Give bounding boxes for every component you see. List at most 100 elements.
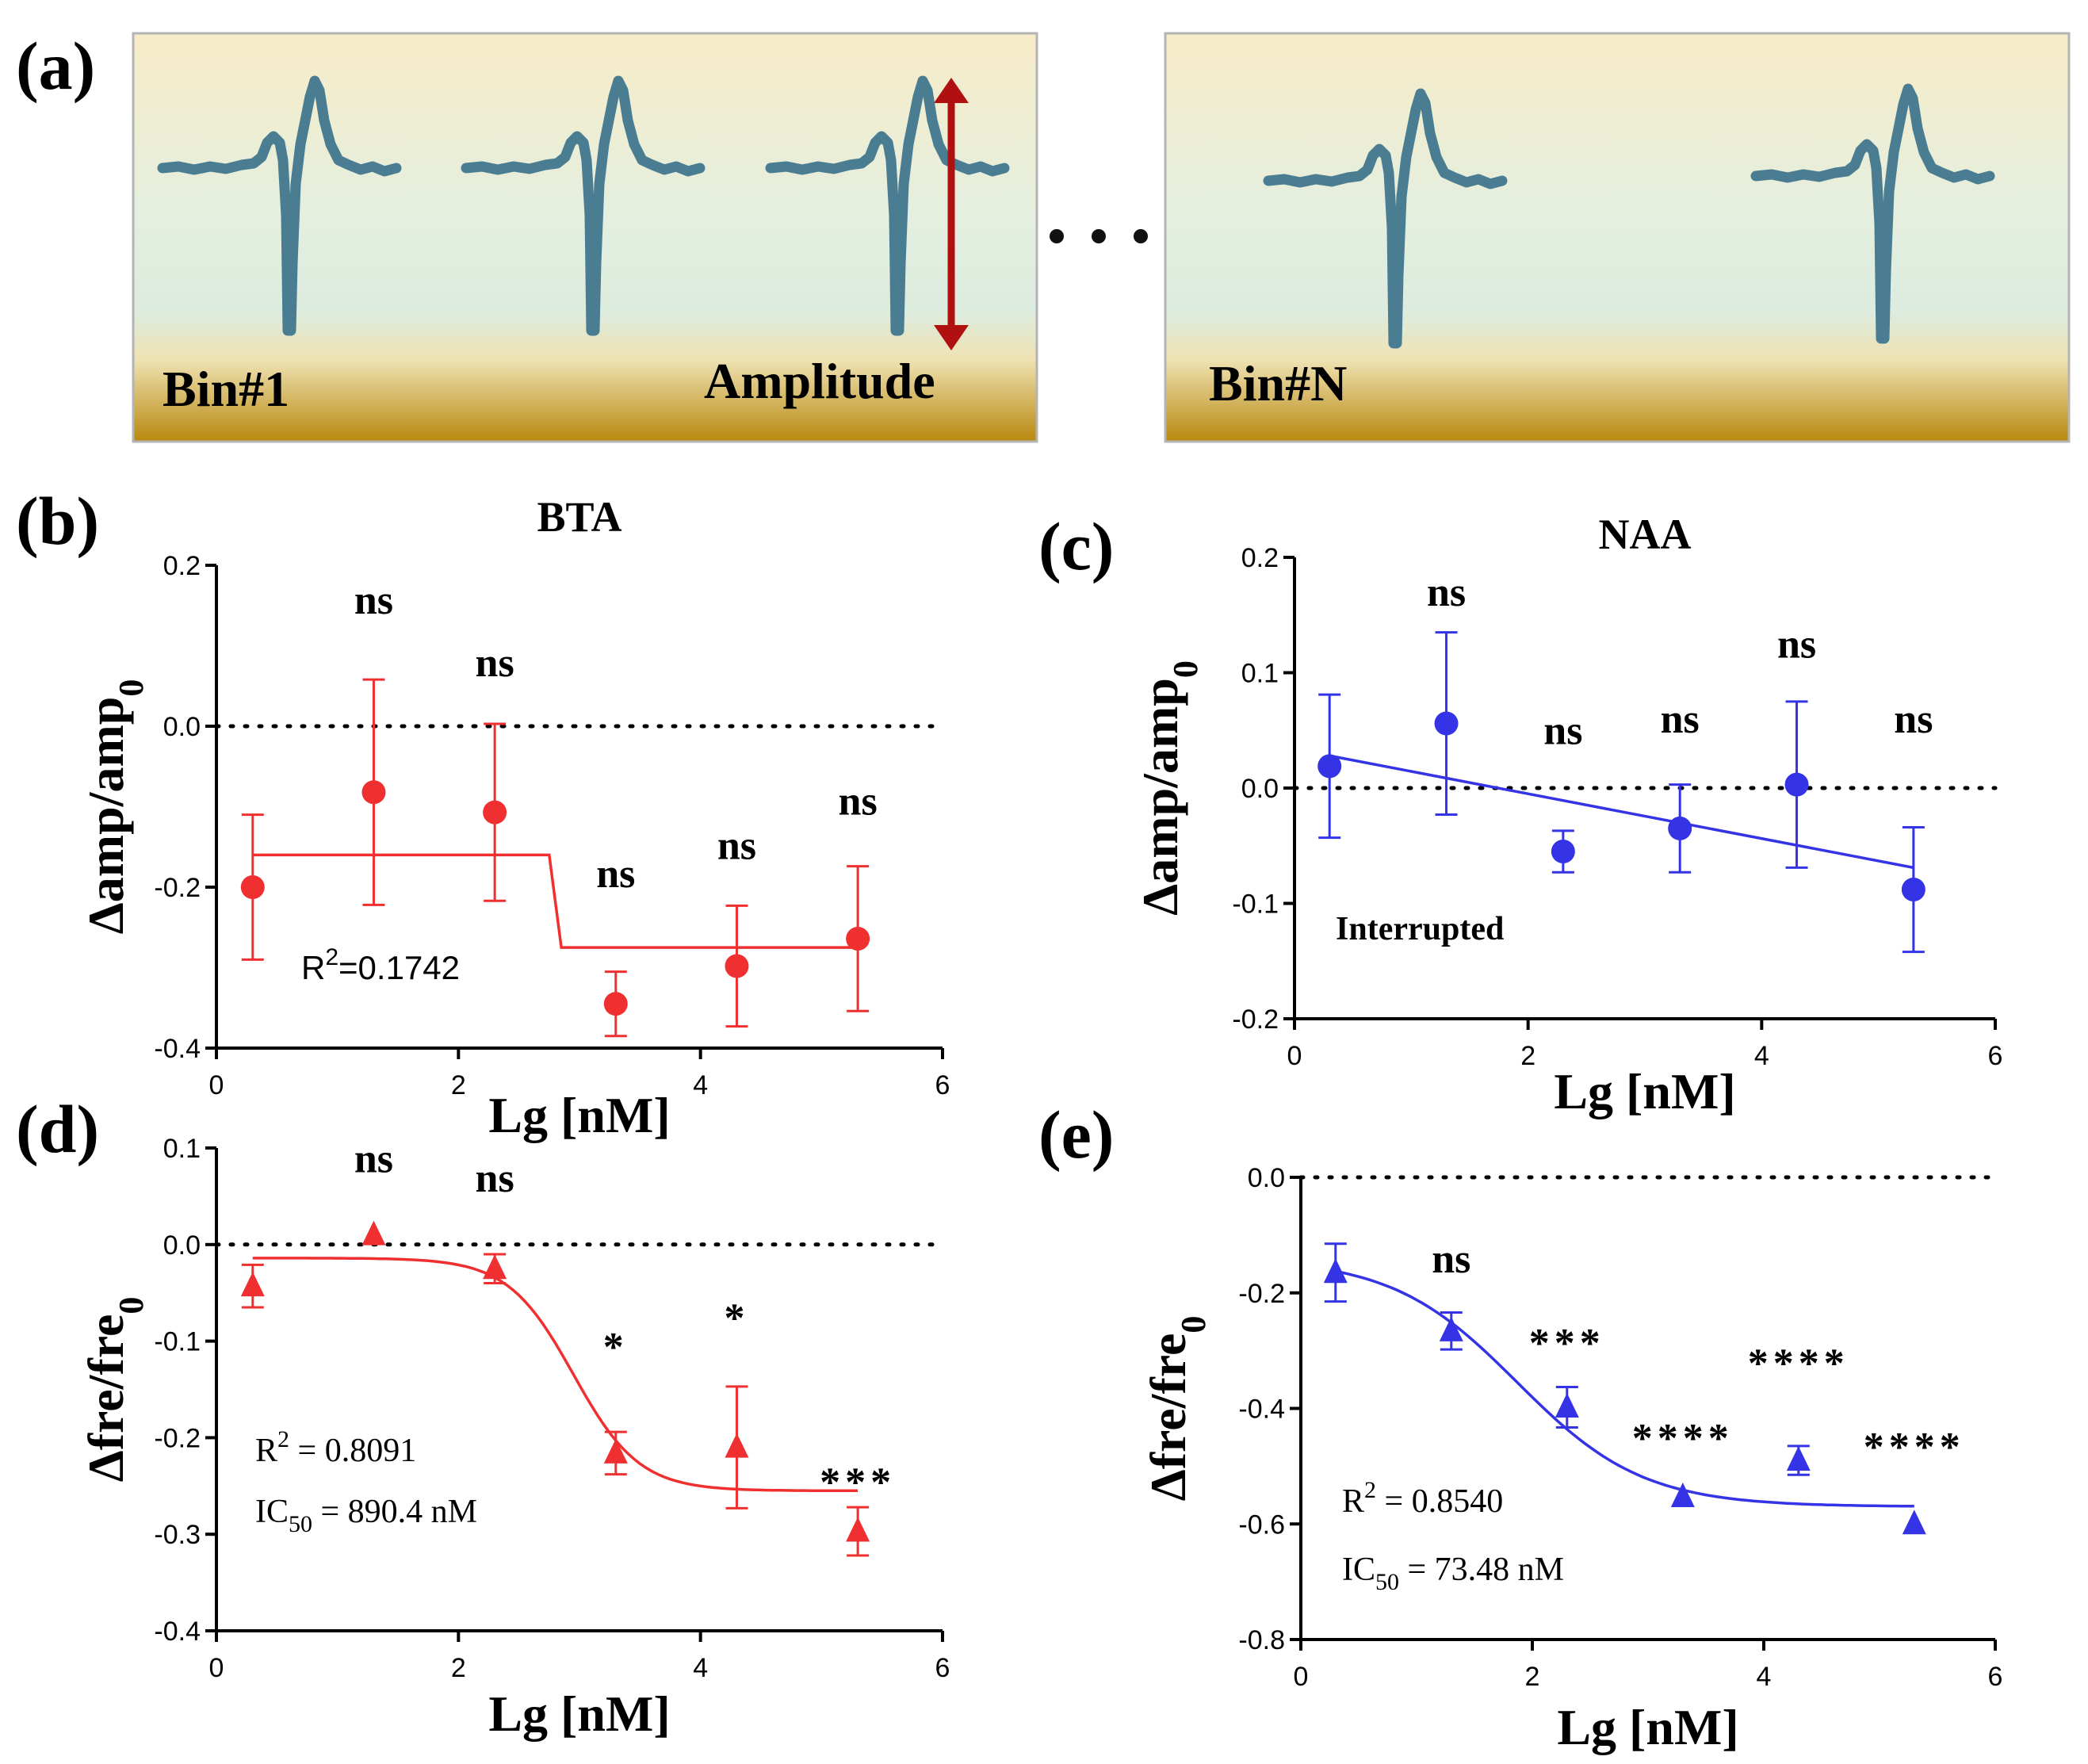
y-axis-label: Δfre/fre0 <box>1140 1316 1213 1502</box>
x-axis-label: Lg [nM] <box>488 1686 670 1742</box>
x-tick-label: 2 <box>451 1070 466 1100</box>
annotation-rest: = 0.8091 <box>289 1433 416 1469</box>
data-point <box>483 1254 507 1280</box>
data-point <box>1317 754 1342 779</box>
x-tick-label: 4 <box>1757 1662 1772 1692</box>
significance-label: ns <box>354 578 393 623</box>
data-point <box>483 800 507 825</box>
annotation-sub: 50 <box>1375 1569 1399 1595</box>
significance-label: ns <box>1661 697 1700 742</box>
panel-label: (e) <box>1038 1096 1114 1173</box>
significance-label: ns <box>1427 570 1466 615</box>
chart-c: (c) NAA -0.2 -0.1 0.0 0.1 0.2 0 2 4 6 Lg [nM] Δamp/a… <box>1038 508 2002 1119</box>
ecg-beat <box>461 75 706 336</box>
charts: (b) BTA-0.4-0.20.00.20 2 4 6Lg [nM]Δamp/amp0… <box>16 483 2002 1755</box>
panel-label: (b) <box>16 483 99 559</box>
y-tick-label: -0.2 <box>154 1423 201 1453</box>
y-tick-label: -0.4 <box>154 1617 201 1647</box>
data-point <box>846 926 870 951</box>
x-tick-label: 6 <box>1988 1041 2003 1071</box>
significance-label: * <box>724 1295 749 1341</box>
data-point <box>1901 878 1925 902</box>
y-label-sub: 0 <box>1166 660 1205 678</box>
x-tick-label: 2 <box>1525 1662 1540 1692</box>
amplitude-label: Amplitude <box>704 353 935 409</box>
y-tick-label: 0.2 <box>163 551 201 581</box>
y-label-sub: 0 <box>112 679 151 697</box>
significance-label: ns <box>1432 1237 1470 1282</box>
fit-curve <box>1329 754 1914 870</box>
chart-d: (d) -0.4 -0.3 -0.2 -0.1 0.0 0.1 0 2 4 6 Lg [nM] Δfre… <box>16 1091 950 1742</box>
data-point <box>1668 816 1692 840</box>
y-tick-label: -0.4 <box>154 1034 201 1064</box>
x-tick-label: 0 <box>209 1070 224 1100</box>
ellipsis <box>1050 229 1148 243</box>
significance-label: ns <box>1543 709 1582 754</box>
y-tick-label: -0.8 <box>1238 1625 1285 1655</box>
x-tick-label: 4 <box>693 1653 708 1683</box>
annotation: IC50 = 890.4 nM <box>255 1494 477 1537</box>
x-axis-label: Lg [nM] <box>1557 1699 1738 1755</box>
data-point <box>240 875 265 899</box>
y-tick-label: -0.1 <box>1232 890 1279 920</box>
annotation-rest: =0.1742 <box>338 949 460 986</box>
data-point <box>1551 840 1575 864</box>
data-point <box>725 954 749 978</box>
x-tick-label: 0 <box>1287 1041 1302 1071</box>
y-axis-label: Δamp/amp0 <box>1132 660 1205 916</box>
annotation-rest: = 0.8540 <box>1376 1483 1503 1520</box>
y-tick-label: 0.0 <box>163 1230 201 1261</box>
y-tick-label: -0.2 <box>1238 1279 1285 1309</box>
significance-label: ns <box>476 1156 514 1201</box>
fit-curve <box>1335 1269 1914 1508</box>
data-point <box>1434 711 1459 736</box>
data-point <box>240 1272 265 1297</box>
y-label-main: Δfre/fre <box>1140 1334 1196 1502</box>
data-point <box>1439 1316 1463 1341</box>
ecg-beat <box>1750 83 1995 344</box>
y-tick-label: -0.4 <box>1238 1395 1285 1425</box>
chart-title: NAA <box>1599 511 1692 558</box>
ellipsis-dot <box>1050 229 1064 243</box>
x-tick-label: 4 <box>693 1070 708 1100</box>
annotation-rest: = 890.4 nM <box>312 1494 477 1530</box>
y-tick-label: 0.0 <box>163 712 201 742</box>
x-tick-label: 4 <box>1754 1041 1769 1071</box>
panel-label: (c) <box>1038 508 1114 584</box>
x-tick-label: 6 <box>935 1653 950 1683</box>
annotation-sup: 2 <box>325 944 338 970</box>
data-point <box>361 1220 386 1246</box>
y-tick-label: -0.1 <box>154 1327 201 1357</box>
x-tick-label: 0 <box>1294 1662 1309 1692</box>
chart-b: (b) BTA-0.4-0.20.00.20 2 4 6Lg [nM]Δamp/amp0… <box>16 483 950 1143</box>
y-label-sub: 0 <box>1174 1316 1213 1334</box>
ellipsis-dot <box>1134 229 1148 243</box>
data-point <box>846 1517 870 1542</box>
y-tick-label: 0.1 <box>163 1134 201 1164</box>
y-tick-label: -0.6 <box>1238 1510 1285 1540</box>
significance-label: ns <box>354 1136 393 1181</box>
annotation: IC50 = 73.48 nM <box>1342 1552 1564 1595</box>
fit-curve <box>252 1257 859 1493</box>
annotation-sup: 2 <box>1364 1477 1376 1503</box>
significance-label: ns <box>1894 697 1933 742</box>
y-label-sub: 0 <box>112 1297 151 1314</box>
amplitude-arrow <box>934 78 969 350</box>
y-label-main: Δamp/amp <box>1132 678 1188 916</box>
annotation-base: R <box>255 1433 277 1469</box>
y-axis-label: Δfre/fre0 <box>78 1297 151 1483</box>
x-axis-label: Lg [nM] <box>488 1087 670 1143</box>
x-tick-label: 6 <box>1988 1662 2003 1692</box>
y-tick-label: 0.0 <box>1241 774 1279 804</box>
annotation-sup: 2 <box>277 1426 289 1452</box>
fit-curve <box>252 853 859 949</box>
chart-e: (e) -0.8 -0.6 -0.4 -0.2 0.0 0 2 4 6 Lg [nM] Δfre/fr… <box>1038 1096 2002 1755</box>
panel-a-label: (a) <box>16 28 95 104</box>
ecg-beat <box>157 75 402 336</box>
significance-label: *** <box>1529 1321 1605 1366</box>
bin1-label: Bin#1 <box>163 361 289 417</box>
data-point <box>1323 1258 1348 1284</box>
annotation: R2 = 0.8540 <box>1342 1477 1503 1520</box>
significance-label: * <box>603 1325 629 1370</box>
